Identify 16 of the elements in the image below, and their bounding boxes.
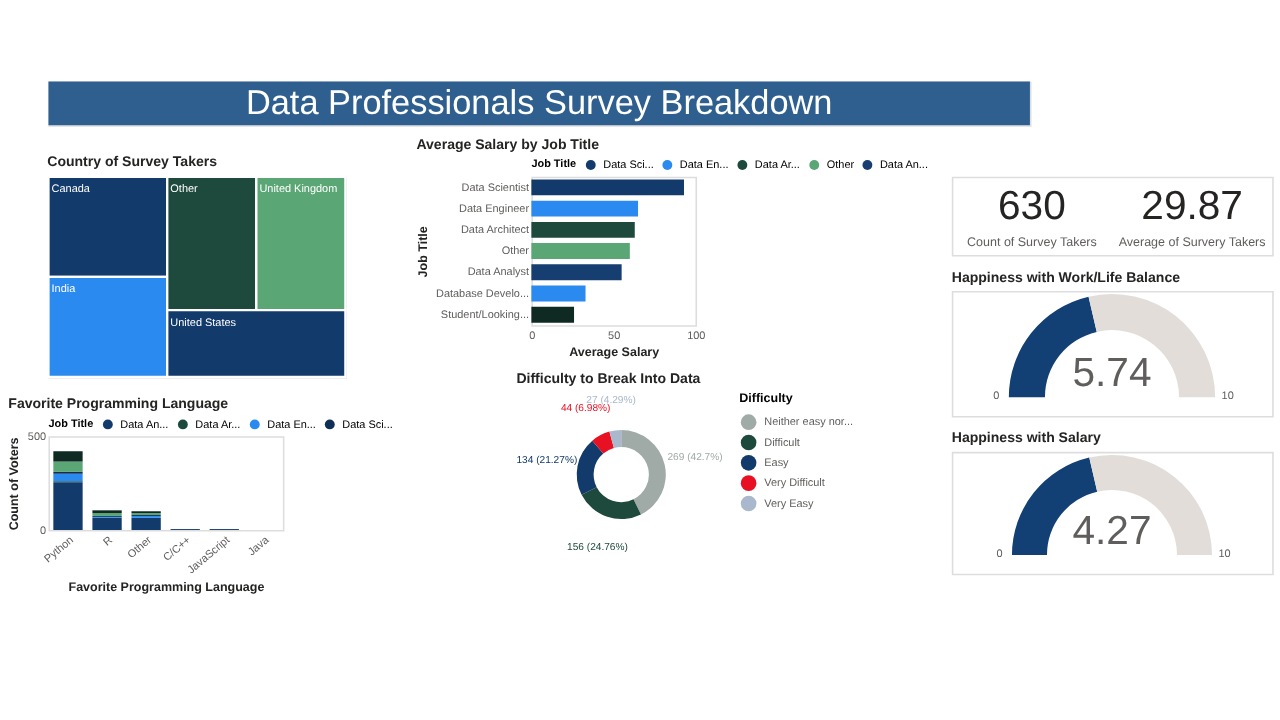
bar [53,482,83,531]
bar [92,517,122,531]
donut-slice [621,429,666,515]
donut-slice [609,429,622,448]
data-label: 4.27 [1072,510,1152,555]
bar [53,451,83,462]
donut-slice [581,487,641,519]
data-label: 630 [998,185,1066,229]
bar [53,461,83,472]
donut-slice [576,440,604,495]
bar [53,473,83,482]
data-label: 29.87 [1141,185,1243,229]
text: Data Professionals Survey Breakdown [245,82,833,123]
data-label: 5.74 [1072,352,1152,397]
donut-slice [592,431,614,454]
bar [131,517,161,531]
